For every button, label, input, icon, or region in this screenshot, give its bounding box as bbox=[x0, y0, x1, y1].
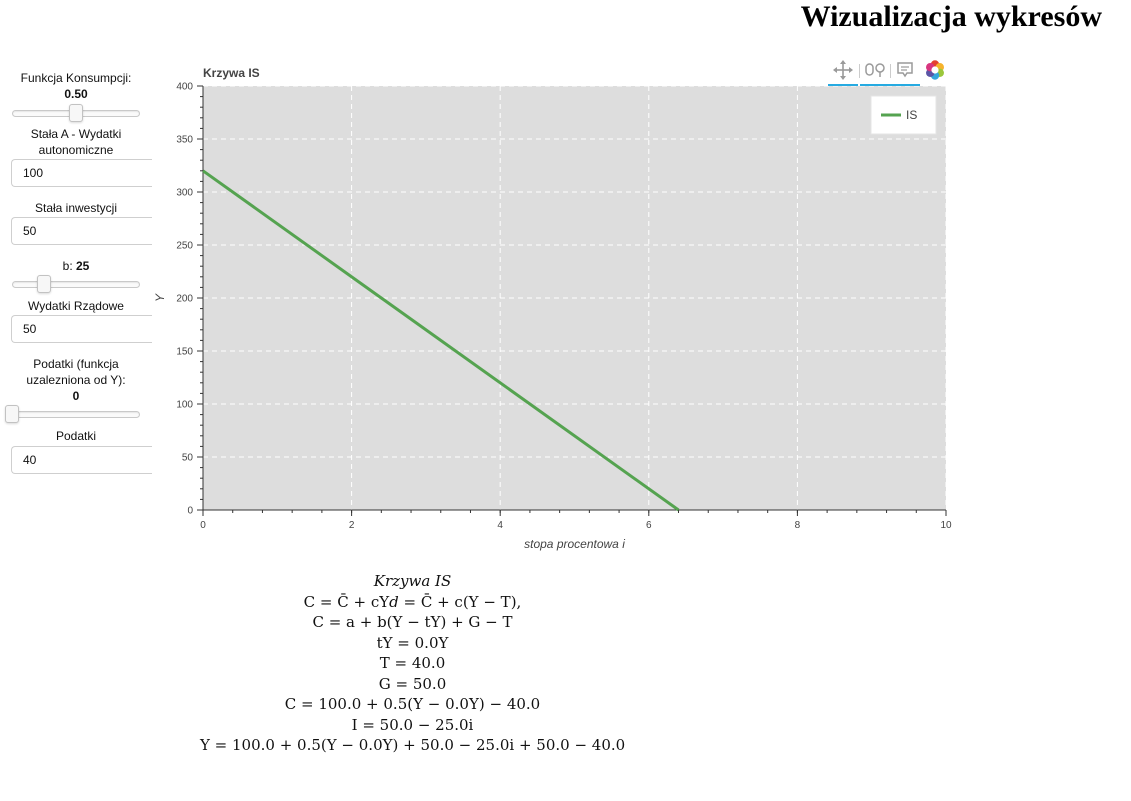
chart-svg[interactable]: Krzywa IS0 2 4 6 8 10050100150200250300350400… bbox=[150, 55, 955, 555]
wheel-zoom-icon bbox=[865, 63, 885, 77]
formula-line: C = a + b(Y − tY) + G − T bbox=[312, 613, 513, 631]
y-tick-label: 250 bbox=[176, 241, 193, 252]
series-line-is bbox=[202, 169, 680, 512]
formula-line: G = 50.0 bbox=[378, 674, 447, 693]
x-tick-label: 6 bbox=[646, 520, 652, 531]
y-tick-label: 300 bbox=[176, 188, 193, 199]
bokeh-logo-icon bbox=[926, 60, 944, 80]
gov-input[interactable] bbox=[11, 315, 152, 343]
pan-icon bbox=[833, 60, 853, 80]
y-tick-label: 100 bbox=[176, 400, 193, 411]
x-tick-label: 0 bbox=[200, 520, 206, 531]
consumption-slider[interactable] bbox=[12, 104, 140, 122]
x-tick-label: 8 bbox=[795, 520, 801, 531]
bokeh-logo[interactable] bbox=[924, 58, 946, 84]
tax-rate-value: 0 bbox=[72, 389, 80, 403]
b-slider[interactable] bbox=[12, 275, 140, 293]
b-label-text: b: bbox=[62, 259, 76, 273]
y-tick-label: 50 bbox=[182, 453, 194, 464]
y-tick-label: 150 bbox=[176, 347, 193, 358]
b-slider-track[interactable] bbox=[12, 281, 140, 288]
wheel-zoom-tool-button[interactable] bbox=[860, 58, 890, 86]
formula-line: Y = 100.0 + 0.5(Y − 0.0Y) + 50.0 − 25.0i… bbox=[200, 736, 626, 754]
investment-label: Stała inwestycji bbox=[34, 201, 118, 215]
tax-rate-slider-handle[interactable] bbox=[5, 405, 19, 423]
x-tick-label: 2 bbox=[349, 520, 355, 531]
tax-rate-label: Podatki (funkcja uzalezniona od Y): 0 bbox=[8, 356, 144, 404]
investment-input[interactable] bbox=[11, 217, 152, 245]
toolbar-separator bbox=[859, 64, 860, 78]
formula-line: C = C̄ + cY𝑑 = C̄ + c(Y − T), bbox=[303, 592, 522, 611]
tax-rate-slider-track[interactable] bbox=[12, 411, 140, 418]
y-axis-label: Y bbox=[153, 293, 167, 302]
formula-line: T = 40.0 bbox=[379, 654, 446, 672]
chart-title: Krzywa IS bbox=[203, 66, 260, 80]
formula-line: tY = 0.0Y bbox=[376, 633, 449, 652]
y-tick-label: 200 bbox=[176, 294, 193, 305]
x-axis-label: stopa procentowa i bbox=[524, 537, 625, 551]
consumption-label-text: Funkcja Konsumpcji: bbox=[20, 71, 132, 85]
formula-line: C = 100.0 + 0.5(Y − 0.0Y) − 40.0 bbox=[284, 695, 541, 713]
pan-tool-button[interactable] bbox=[828, 58, 858, 86]
tax-rate-slider[interactable] bbox=[5, 405, 140, 423]
legend-label: IS bbox=[906, 108, 917, 122]
b-slider-handle[interactable] bbox=[37, 275, 51, 293]
hover-tool-button[interactable] bbox=[890, 58, 920, 86]
b-label: b: 25 bbox=[8, 258, 144, 274]
consumption-value: 0.50 bbox=[64, 87, 88, 101]
formulas-block: Krzywa IS C = C̄ + cY𝑑 = C̄ + c(Y − T), … bbox=[200, 571, 625, 756]
gov-label: Wydatki Rządowe bbox=[28, 299, 124, 313]
y-tick-label: 0 bbox=[187, 506, 193, 517]
consumption-label: Funkcja Konsumpcji: 0.50 bbox=[8, 70, 144, 102]
toolbar-separator bbox=[890, 64, 891, 78]
taxes-input[interactable] bbox=[11, 446, 152, 474]
y-tick-label: 350 bbox=[176, 135, 193, 146]
x-tick-label: 10 bbox=[940, 520, 952, 531]
tax-rate-label-text: Podatki (funkcja uzalezniona od Y): bbox=[26, 357, 126, 387]
chart-toolbar bbox=[828, 58, 948, 86]
formula-title: Krzywa IS bbox=[373, 572, 452, 590]
formula-line: I = 50.0 − 25.0i bbox=[351, 715, 474, 734]
page-title: Wizualizacja wykresów bbox=[800, 0, 1102, 33]
taxes-label: Podatki bbox=[55, 429, 97, 443]
is-curve-chart[interactable]: Krzywa IS 0 2 4 6 8 10 0 50 100 150 200 250 300 350 400… bbox=[150, 55, 955, 555]
legend-box bbox=[870, 95, 937, 135]
consumption-slider-handle[interactable] bbox=[69, 104, 83, 122]
hover-icon bbox=[897, 62, 913, 78]
y-tick-label: 400 bbox=[176, 82, 193, 93]
b-value: 25 bbox=[75, 259, 90, 273]
const-a-label: Stała A - Wydatki autonomiczne bbox=[30, 127, 122, 157]
const-a-input[interactable] bbox=[11, 159, 152, 187]
x-tick-label: 4 bbox=[497, 520, 503, 531]
